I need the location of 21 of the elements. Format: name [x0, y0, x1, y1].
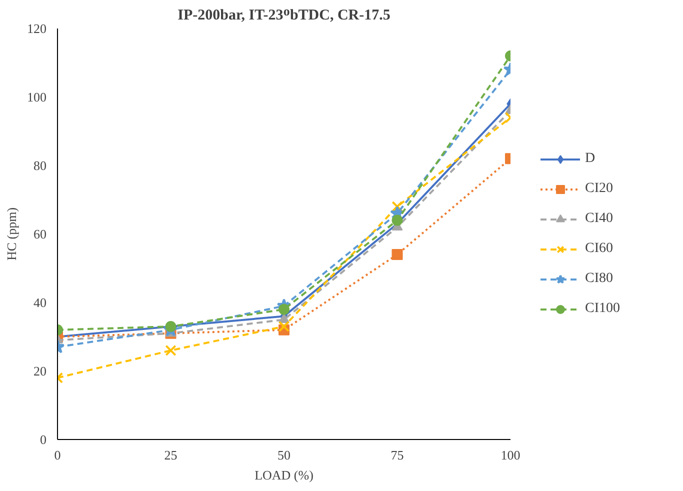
- x-tick-label: 75: [390, 448, 404, 462]
- y-tick-label: 100: [27, 90, 46, 104]
- legend-label: D: [585, 150, 596, 166]
- legend-label: CI80: [585, 270, 613, 286]
- x-tick-label: 50: [278, 448, 290, 462]
- y-tick-label: 20: [34, 364, 46, 378]
- y-tick-label: 0: [40, 432, 46, 447]
- x-tick-label: 100: [500, 448, 520, 462]
- legend-label: CI100: [585, 300, 620, 316]
- y-tick-label: 80: [34, 158, 46, 173]
- x-axis-title: LOAD (%): [254, 468, 314, 482]
- x-tick-label: 25: [164, 448, 178, 462]
- y-axis-title: HC (ppm): [4, 207, 19, 261]
- chart-title: IP-200bar, IT-23ᴼbTDC, CR-17.5: [178, 8, 390, 24]
- y-tick-label: 60: [34, 226, 46, 242]
- y-tick-label: 40: [34, 295, 46, 310]
- x-tick-label: 0: [54, 448, 61, 462]
- legend-label: CI40: [585, 210, 613, 226]
- y-tick-label: 120: [27, 21, 46, 36]
- legend-label: CI20: [585, 180, 613, 196]
- legend-label: CI60: [585, 240, 613, 256]
